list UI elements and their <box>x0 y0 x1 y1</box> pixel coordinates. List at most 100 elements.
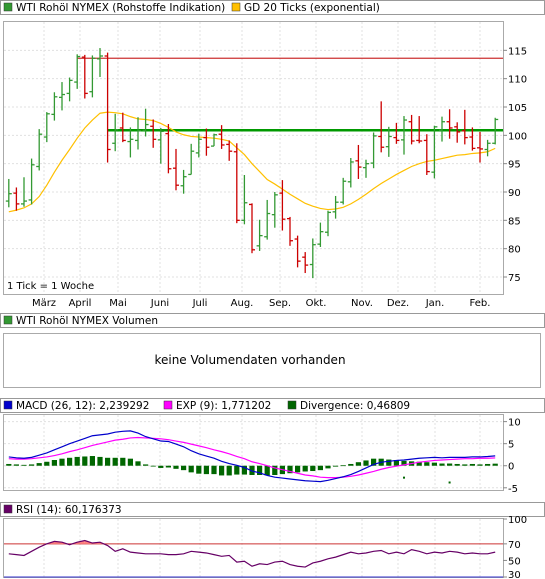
ohlc-bar <box>287 216 293 246</box>
ohlc-bar <box>173 148 179 191</box>
divergence-legend-swatch <box>287 400 297 410</box>
divergence-bar <box>264 465 270 476</box>
divergence-bar <box>21 464 27 466</box>
divergence-dot <box>448 481 451 484</box>
tick-note: 1 Tick = 1 Woche <box>7 281 94 292</box>
price-plot-frame <box>3 21 504 295</box>
divergence-bar <box>150 465 156 467</box>
ohlc-bar <box>59 82 65 111</box>
divergence-bar <box>416 461 422 466</box>
divergence-bar <box>310 465 316 472</box>
divergence-bar <box>401 460 407 466</box>
divergence-bar <box>89 456 95 466</box>
ohlc-bar <box>408 114 415 145</box>
price-legend-swatch <box>3 2 13 12</box>
volume-legend-swatch <box>3 315 13 325</box>
divergence-bar <box>135 461 141 466</box>
divergence-bar <box>165 465 171 468</box>
volume-legend-label: WTI Rohöl NYMEX Volumen <box>16 315 158 327</box>
ohlc-bar <box>347 158 354 188</box>
rsi-line <box>8 539 496 568</box>
divergence-bar <box>355 462 361 466</box>
price-x-tick-label: Aug. <box>231 298 254 309</box>
divergence-bar <box>82 456 88 466</box>
ohlc-bar <box>309 238 316 279</box>
divergence-bar <box>44 461 50 466</box>
ohlc-bar <box>150 119 157 148</box>
price-y-tick-label: 115 <box>508 46 527 57</box>
ohlc-bar <box>416 116 423 144</box>
ohlc-bar <box>21 177 27 207</box>
divergence-bar <box>173 465 179 469</box>
divergence-bar <box>143 464 149 466</box>
divergence-series <box>6 456 498 484</box>
ohlc-bar <box>28 158 35 205</box>
ohlc-bar <box>385 126 392 157</box>
macd-y-tick-label: 0 <box>508 462 514 473</box>
divergence-bar <box>13 464 19 466</box>
divergence-bar <box>485 463 491 466</box>
divergence-bar <box>241 465 247 475</box>
ohlc-bar <box>157 127 164 164</box>
divergence-bar <box>234 465 240 475</box>
ohlc-series <box>5 48 499 279</box>
rsi-y-axis: 30 50 70 100 <box>503 515 527 579</box>
ohlc-bar <box>249 203 255 254</box>
rsi-series <box>8 539 496 568</box>
ohlc-bar <box>256 219 263 251</box>
ohlc-bar <box>302 252 309 274</box>
divergence-bar <box>477 464 483 466</box>
rsi-y-tick-label: 50 <box>508 556 521 567</box>
ohlc-bar <box>439 116 445 142</box>
ohlc-bar <box>241 175 248 225</box>
ohlc-bar <box>104 52 111 163</box>
ohlc-bar <box>469 127 476 151</box>
divergence-bar <box>287 465 293 474</box>
divergence-bar <box>447 463 453 466</box>
ohlc-bar <box>165 124 172 174</box>
ohlc-bar <box>43 112 50 143</box>
divergence-bar <box>492 463 498 466</box>
ohlc-bar <box>264 199 271 240</box>
rsi-y-tick-label: 70 <box>508 540 521 551</box>
divergence-bar <box>196 465 202 474</box>
divergence-bar <box>59 458 65 466</box>
price-x-tick-label: Juli <box>192 298 208 309</box>
ema-line <box>8 111 496 213</box>
price-legend-label: WTI Rohöl NYMEX (Rohstoffe Indikation) <box>16 2 225 14</box>
macd-plot-frame <box>3 414 504 491</box>
divergence-bar <box>6 463 12 466</box>
ema-series <box>8 111 496 213</box>
price-x-tick-label: Feb. <box>470 298 491 309</box>
macd-legend-label: MACD (26, 12): 2,239292 <box>16 400 149 412</box>
macd-y-axis: -5 0 5 10 <box>503 418 521 495</box>
divergence-bar <box>29 464 35 466</box>
price-x-tick-label: April <box>69 298 92 309</box>
ohlc-bar <box>461 109 468 145</box>
divergence-bar <box>203 465 209 475</box>
ohlc-bar <box>484 139 491 157</box>
price-y-tick-label: 85 <box>508 216 521 227</box>
ohlc-bar <box>142 108 149 137</box>
divergence-bar <box>439 463 445 466</box>
no-volume-message: keine Volumendaten vorhanden <box>154 353 345 367</box>
ohlc-bar <box>317 222 324 247</box>
price-x-tick-label: Nov. <box>351 298 373 309</box>
divergence-bar <box>371 458 377 466</box>
ohlc-bar <box>211 133 217 147</box>
divergence-bar <box>51 460 57 466</box>
divergence-bar <box>105 457 111 466</box>
ohlc-bar <box>89 55 96 98</box>
rsi-plot-frame <box>3 518 504 578</box>
divergence-bar <box>257 465 263 475</box>
price-y-tick-label: 80 <box>508 245 521 256</box>
price-x-tick-label: Dez. <box>387 298 409 309</box>
ohlc-bar <box>233 143 240 224</box>
price-x-tick-label: Juni <box>150 298 169 309</box>
ohlc-bar <box>279 180 286 231</box>
ohlc-bar <box>74 54 81 89</box>
divergence-bar <box>363 460 369 466</box>
divergence-dot <box>403 476 405 479</box>
price-y-tick-label: 95 <box>508 160 521 171</box>
ohlc-bar <box>325 210 331 237</box>
